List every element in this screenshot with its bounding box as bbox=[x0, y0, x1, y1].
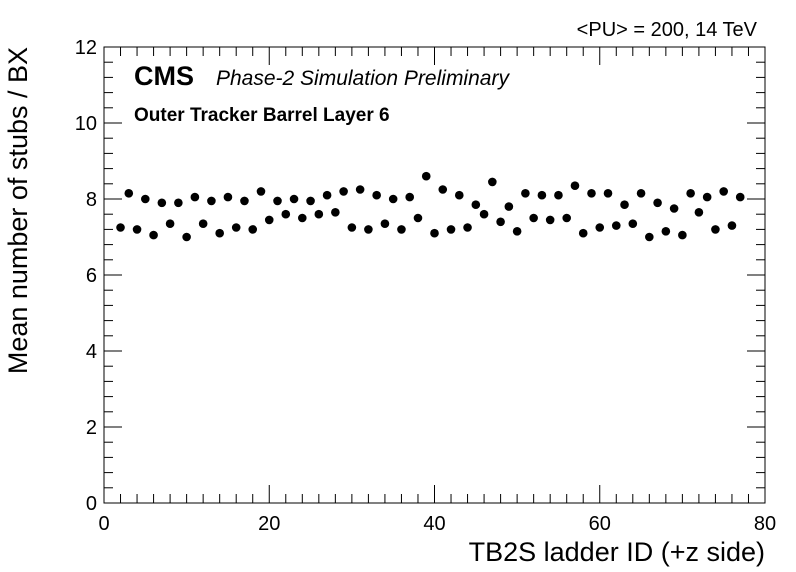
data-point bbox=[471, 200, 481, 209]
data-point bbox=[380, 219, 390, 228]
data-point bbox=[611, 221, 621, 230]
data-point bbox=[711, 225, 720, 234]
data-point bbox=[496, 217, 505, 227]
data-point bbox=[141, 194, 150, 204]
cms-subtitle: Phase-2 Simulation Preliminary bbox=[216, 67, 510, 90]
y-tick-label: 12 bbox=[75, 37, 97, 59]
data-point bbox=[521, 189, 530, 198]
data-point bbox=[149, 230, 158, 240]
data-point bbox=[256, 187, 266, 196]
data-point bbox=[124, 189, 134, 198]
data-point bbox=[207, 196, 216, 206]
data-point bbox=[463, 223, 472, 232]
data-point bbox=[339, 187, 348, 196]
data-point bbox=[454, 190, 464, 200]
x-axis-title: TB2S ladder ID (+z side) bbox=[469, 537, 765, 567]
y-tick-label: 10 bbox=[75, 113, 97, 135]
data-point bbox=[397, 225, 406, 234]
data-point bbox=[587, 189, 596, 198]
axis-ticks bbox=[103, 46, 766, 504]
data-point bbox=[240, 196, 249, 206]
layer-label: Outer Tracker Barrel Layer 6 bbox=[134, 105, 390, 126]
data-point bbox=[264, 215, 274, 225]
data-point bbox=[620, 200, 629, 209]
data-point bbox=[421, 171, 431, 181]
data-point bbox=[331, 208, 340, 217]
data-point bbox=[488, 177, 497, 187]
data-point bbox=[537, 190, 547, 200]
data-point bbox=[719, 187, 728, 196]
data-point bbox=[570, 181, 580, 190]
data-point bbox=[438, 185, 448, 194]
data-point bbox=[645, 232, 654, 242]
data-point bbox=[364, 225, 373, 234]
data-point bbox=[686, 189, 695, 198]
data-point bbox=[595, 223, 605, 232]
data-point bbox=[355, 185, 365, 194]
data-point bbox=[388, 194, 398, 204]
x-tick-label: 80 bbox=[754, 513, 776, 535]
x-tick-label: 40 bbox=[423, 513, 445, 535]
data-point bbox=[727, 221, 737, 230]
data-point bbox=[512, 227, 522, 236]
data-point bbox=[281, 209, 291, 219]
data-point bbox=[306, 196, 315, 206]
data-point bbox=[174, 198, 183, 208]
data-point bbox=[694, 208, 704, 217]
data-point bbox=[215, 228, 224, 238]
data-point bbox=[347, 223, 357, 232]
tick-labels: 0 20 40 60 80 0 2 4 6 8 10 12 bbox=[75, 37, 776, 535]
x-tick-label: 20 bbox=[258, 513, 280, 535]
data-point bbox=[735, 192, 745, 202]
x-tick-label: 0 bbox=[98, 513, 109, 535]
data-point bbox=[578, 228, 588, 238]
data-point bbox=[479, 209, 489, 219]
data-point bbox=[165, 219, 175, 228]
data-point bbox=[223, 192, 233, 202]
y-tick-label: 4 bbox=[86, 341, 97, 363]
data-point bbox=[157, 198, 167, 208]
data-point bbox=[545, 215, 555, 225]
cms-label: CMS bbox=[134, 61, 194, 91]
data-point bbox=[314, 209, 324, 219]
data-point bbox=[562, 213, 571, 223]
data-point bbox=[702, 192, 712, 202]
data-point bbox=[603, 189, 613, 198]
data-point bbox=[678, 230, 687, 240]
data-point bbox=[405, 192, 415, 202]
data-point bbox=[554, 190, 563, 200]
data-point bbox=[529, 213, 538, 223]
data-point bbox=[298, 213, 307, 223]
y-tick-label: 8 bbox=[86, 189, 97, 211]
data-point bbox=[653, 198, 662, 208]
data-point bbox=[636, 189, 646, 198]
data-point bbox=[669, 204, 679, 213]
top-right-note: <PU> = 200, 14 TeV bbox=[577, 19, 758, 41]
y-axis-title: Mean number of stubs / BX bbox=[3, 47, 33, 374]
data-point bbox=[182, 232, 191, 242]
data-point bbox=[231, 223, 241, 232]
data-point bbox=[198, 219, 208, 228]
data-point bbox=[661, 227, 671, 236]
data-point bbox=[430, 228, 439, 238]
data-point bbox=[273, 196, 282, 206]
data-point bbox=[190, 192, 200, 202]
data-points bbox=[116, 171, 745, 242]
data-point bbox=[504, 202, 514, 211]
data-point bbox=[289, 194, 299, 204]
data-point bbox=[446, 225, 456, 234]
data-point bbox=[132, 225, 142, 234]
y-tick-label: 2 bbox=[86, 417, 97, 439]
y-tick-label: 0 bbox=[86, 493, 97, 515]
y-tick-label: 6 bbox=[86, 265, 97, 287]
data-point bbox=[116, 223, 125, 232]
data-point bbox=[248, 225, 258, 234]
x-tick-label: 60 bbox=[589, 513, 611, 535]
data-point bbox=[372, 190, 381, 200]
data-point bbox=[413, 213, 423, 223]
data-point bbox=[628, 219, 638, 228]
data-point bbox=[322, 190, 332, 200]
